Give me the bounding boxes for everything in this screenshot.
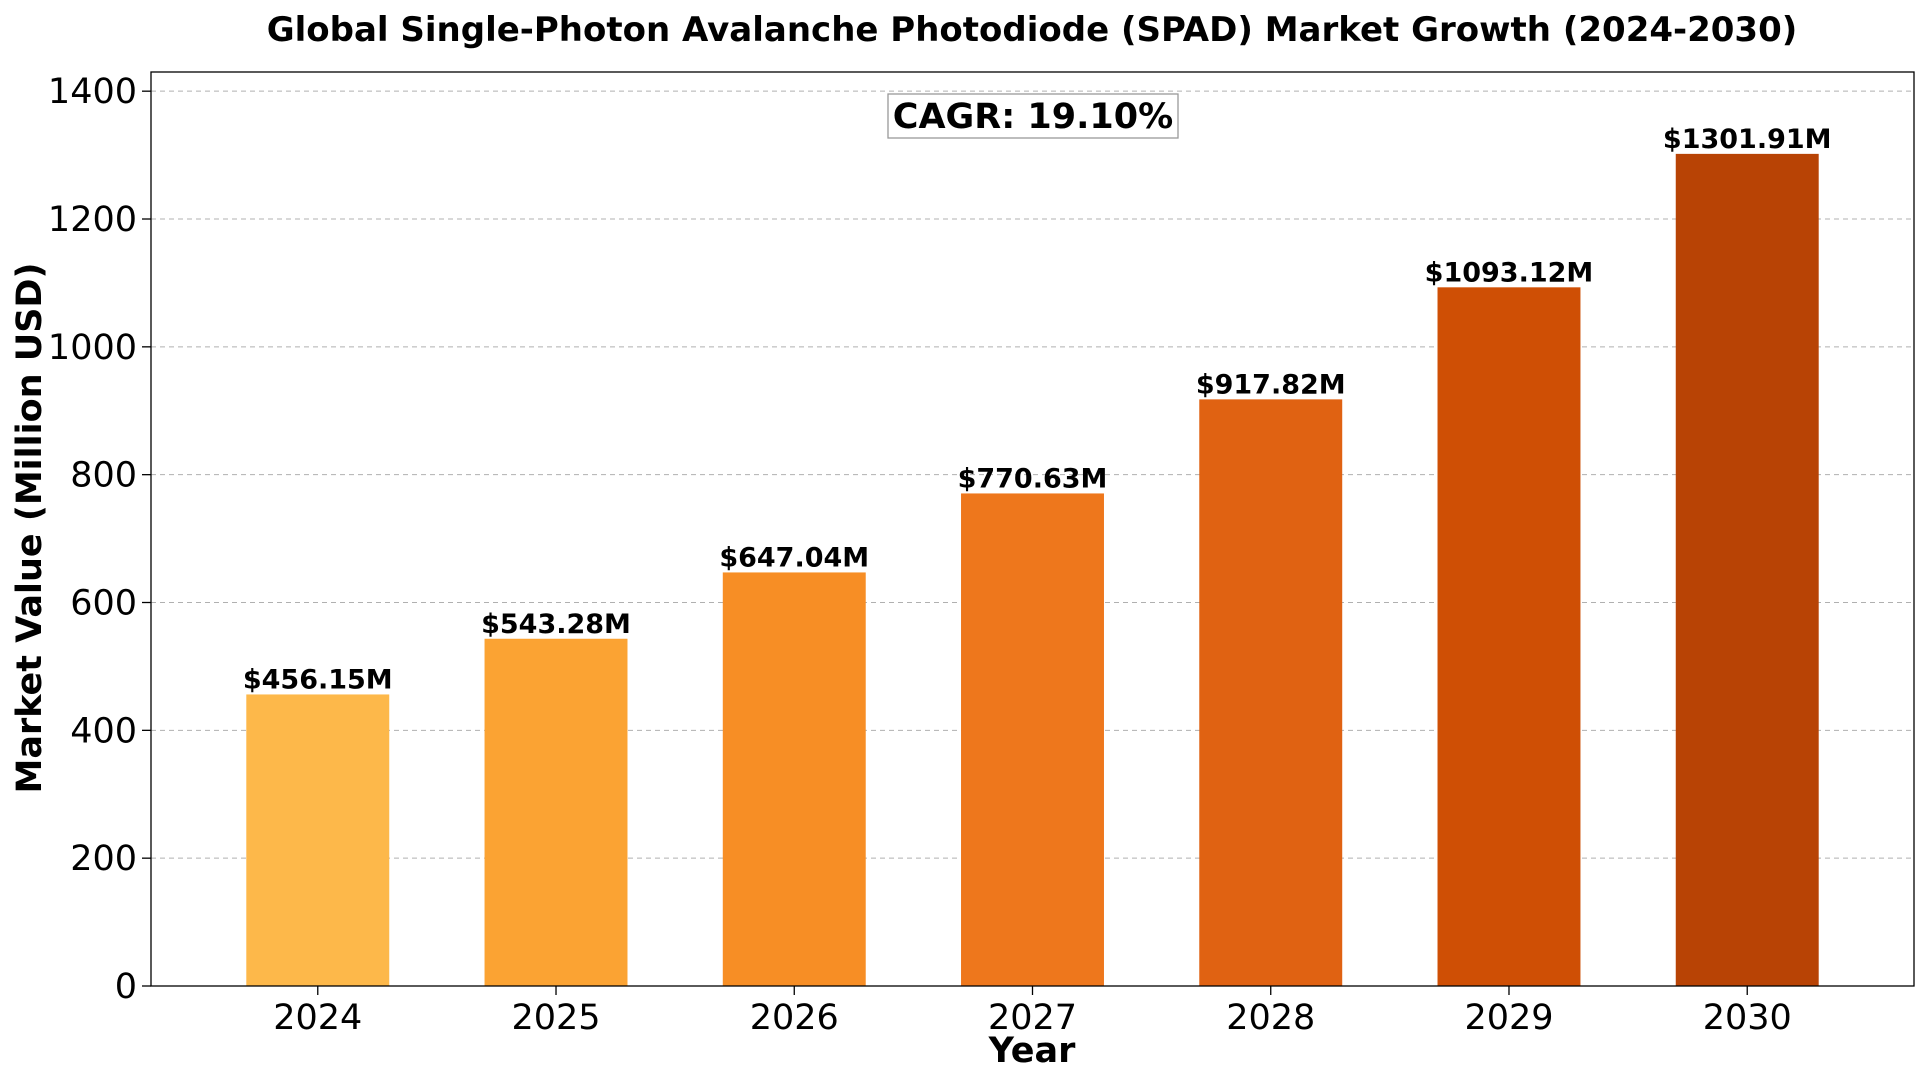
grid-lines <box>151 90 1914 859</box>
x-axis-ticks: 2024 2025 2026 2027 2028 2029 2030 <box>273 986 1792 1038</box>
cagr-annotation: CAGR: 19.10% <box>887 93 1179 139</box>
cagr-annotation-box <box>887 93 1179 139</box>
bar-value-label-2029: $1093.12M <box>1425 257 1594 288</box>
bar-2030 <box>1675 153 1819 986</box>
y-tick-label: 400 <box>70 711 137 751</box>
bar-value-label-2028: $917.82M <box>1196 369 1346 400</box>
x-tick-label-2024: 2024 <box>273 998 362 1038</box>
x-tick-label-2030: 2030 <box>1703 998 1792 1038</box>
x-tick-label-2025: 2025 <box>511 998 600 1038</box>
bars <box>246 153 1819 987</box>
bar-value-label-2027: $770.63M <box>958 463 1108 494</box>
y-tick-label: 1000 <box>48 328 137 368</box>
bar-2027 <box>961 493 1104 986</box>
x-tick-label-2026: 2026 <box>750 998 839 1038</box>
y-tick-label: 0 <box>115 967 137 1007</box>
x-tick-label-2029: 2029 <box>1464 998 1553 1038</box>
bar-2029 <box>1437 287 1581 986</box>
y-tick-label: 200 <box>70 839 137 879</box>
y-tick-label: 600 <box>70 584 137 624</box>
bar-value-label-2026: $647.04M <box>719 542 869 573</box>
bar-2024 <box>246 694 390 986</box>
y-tick-label: 800 <box>70 456 137 496</box>
x-tick-label-2028: 2028 <box>1226 998 1315 1038</box>
bar-2025 <box>484 638 628 986</box>
cagr-annotation-text: CAGR: 19.10% <box>893 97 1173 137</box>
bar-2028 <box>1199 399 1343 987</box>
y-axis-title: Market Value (Million USD) <box>10 263 50 794</box>
chart-title: Global Single-Photon Avalanche Photodiod… <box>267 10 1798 50</box>
x-axis-title: Year <box>988 1031 1076 1071</box>
bar-value-label-2024: $456.15M <box>243 664 393 695</box>
y-tick-label: 1200 <box>48 200 137 240</box>
y-axis-ticks: 0 200 400 600 800 1000 1200 1400 <box>48 72 151 1007</box>
bar-value-label-2025: $543.28M <box>481 609 631 640</box>
bar-value-labels: $456.15M $543.28M $647.04M $770.63M $917.82M… <box>243 124 1832 696</box>
y-tick-label: 1400 <box>48 72 137 112</box>
bar-2026 <box>722 572 866 986</box>
bar-value-label-2030: $1301.91M <box>1663 124 1832 155</box>
x-tick-label-2027: 2027 <box>988 998 1077 1038</box>
